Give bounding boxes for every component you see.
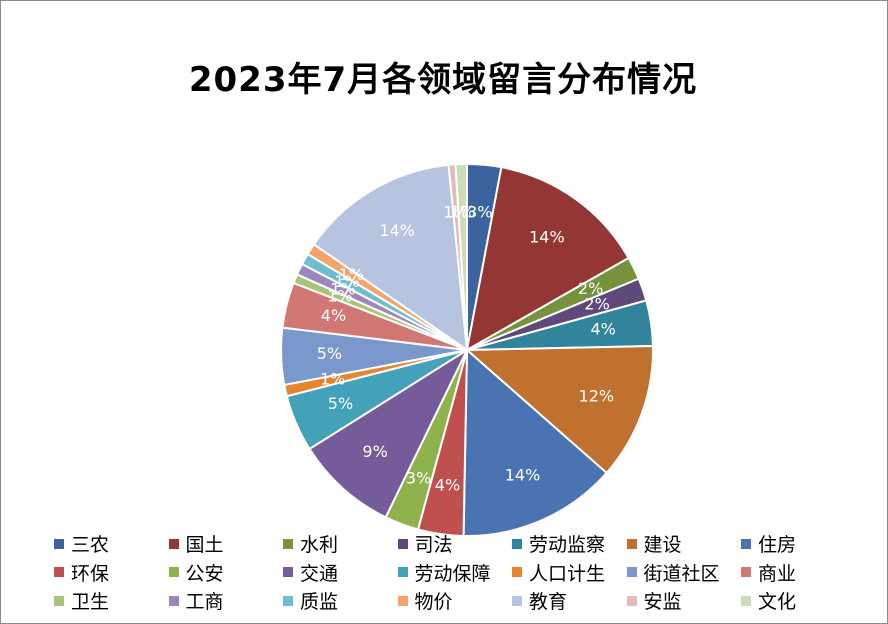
pie-data-label-5: 12%	[579, 387, 615, 406]
legend-item-19: 安监	[626, 587, 682, 614]
legend-swatch	[512, 595, 522, 606]
legend-swatch	[397, 595, 408, 606]
pie-data-label-10: 5%	[328, 394, 353, 413]
legend-label: 物价	[414, 591, 453, 613]
legend-item-17: 物价	[397, 587, 453, 614]
legend-swatch	[168, 595, 179, 606]
legend-item-9: 交通	[283, 559, 338, 586]
pie-slice-5	[464, 344, 654, 475]
legend-label: 卫生	[71, 591, 110, 613]
pie-data-label-7: 4%	[435, 476, 460, 495]
legend-swatch	[283, 567, 293, 577]
pie-data-label-15: 1%	[330, 280, 355, 299]
legend-label: 水利	[300, 534, 339, 556]
legend-label: 商业	[758, 562, 797, 585]
legend-swatch	[54, 567, 64, 577]
legend-swatch	[741, 567, 751, 577]
legend-item-8: 公安	[168, 559, 224, 586]
legend-label: 劳动保障	[414, 562, 491, 585]
pie-data-label-11: 1%	[320, 370, 345, 389]
legend-item-4: 劳动监察	[512, 530, 605, 557]
legend-swatch	[397, 538, 408, 549]
legend-label: 住房	[758, 534, 797, 556]
legend-label: 安监	[643, 591, 682, 613]
legend-item-7: 环保	[54, 559, 109, 586]
pie-data-label-13: 4%	[321, 306, 346, 325]
legend-swatch	[54, 538, 64, 549]
legend-swatch	[741, 595, 751, 606]
legend-swatch	[512, 567, 522, 577]
legend-item-12: 街道社区	[626, 559, 720, 586]
pie-data-label-4: 4%	[591, 320, 616, 339]
legend-item-15: 工商	[168, 587, 224, 614]
legend-item-0: 三农	[54, 530, 109, 557]
legend-item-2: 水利	[283, 530, 338, 557]
pie-data-label-2: 2%	[578, 279, 603, 298]
legend-swatch	[168, 538, 179, 549]
legend-item-1: 国土	[168, 530, 224, 557]
pie-slice-9	[308, 347, 470, 519]
legend-item-5: 建设	[626, 530, 682, 557]
legend-label: 司法	[414, 534, 453, 556]
legend-label: 交通	[300, 562, 339, 585]
legend-swatch	[741, 538, 751, 549]
legend-item-3: 司法	[397, 530, 453, 557]
legend-label: 质监	[300, 591, 339, 613]
chart-title: 2023年7月各领域留言分布情况	[188, 60, 698, 100]
pie-data-label-16: 1%	[334, 272, 359, 291]
pie-data-label-19: 1%	[443, 202, 468, 221]
legend-item-13: 商业	[741, 559, 796, 586]
pie-slice-18	[312, 163, 469, 353]
legend-swatch	[397, 567, 408, 577]
legend-item-10: 劳动保障	[397, 559, 491, 586]
legend-item-14: 卫生	[54, 587, 109, 614]
pie-data-label-1: 14%	[529, 227, 565, 246]
legend-label: 街道社区	[643, 562, 720, 585]
pie-data-label-9: 9%	[362, 442, 387, 461]
pie-data-label-18: 14%	[379, 221, 415, 240]
legend-label: 三农	[71, 534, 110, 556]
pie-slice-6	[462, 347, 609, 537]
legend-item-20: 文化	[741, 587, 796, 614]
legend-label: 教育	[529, 591, 568, 613]
pie-data-label-12: 5%	[317, 344, 342, 363]
legend-swatch	[283, 595, 293, 606]
pie-data-label-14: 1%	[327, 287, 352, 306]
pie-slice-1	[465, 166, 631, 352]
pie-data-label-6: 14%	[505, 465, 541, 484]
legend-item-11: 人口计生	[512, 559, 605, 586]
legend-swatch	[54, 595, 64, 606]
legend-label: 建设	[643, 534, 682, 556]
legend-swatch	[626, 538, 637, 549]
legend-item-18: 教育	[512, 587, 567, 614]
legend-label: 环保	[71, 562, 110, 585]
legend-item-16: 质监	[283, 587, 338, 614]
legend-swatch	[626, 595, 637, 606]
legend-label: 工商	[185, 591, 224, 613]
legend-swatch	[512, 538, 522, 549]
pie-data-label-17: 1%	[339, 265, 364, 284]
legend-swatch	[168, 567, 179, 577]
pie-data-label-0: 3%	[467, 203, 492, 222]
legend-label: 劳动监察	[529, 534, 606, 556]
legend-swatch	[283, 538, 293, 549]
pie-data-label-3: 2%	[584, 295, 609, 314]
legend-item-6: 住房	[741, 530, 796, 557]
legend-label: 国土	[185, 534, 224, 556]
legend-label: 人口计生	[529, 562, 606, 585]
pie-data-label-20: 1%	[450, 202, 475, 221]
legend-label: 文化	[758, 591, 797, 613]
pie-data-label-8: 3%	[406, 468, 431, 487]
legend-label: 公安	[185, 562, 224, 585]
legend-swatch	[626, 567, 637, 577]
pie-slice-20	[454, 162, 468, 351]
